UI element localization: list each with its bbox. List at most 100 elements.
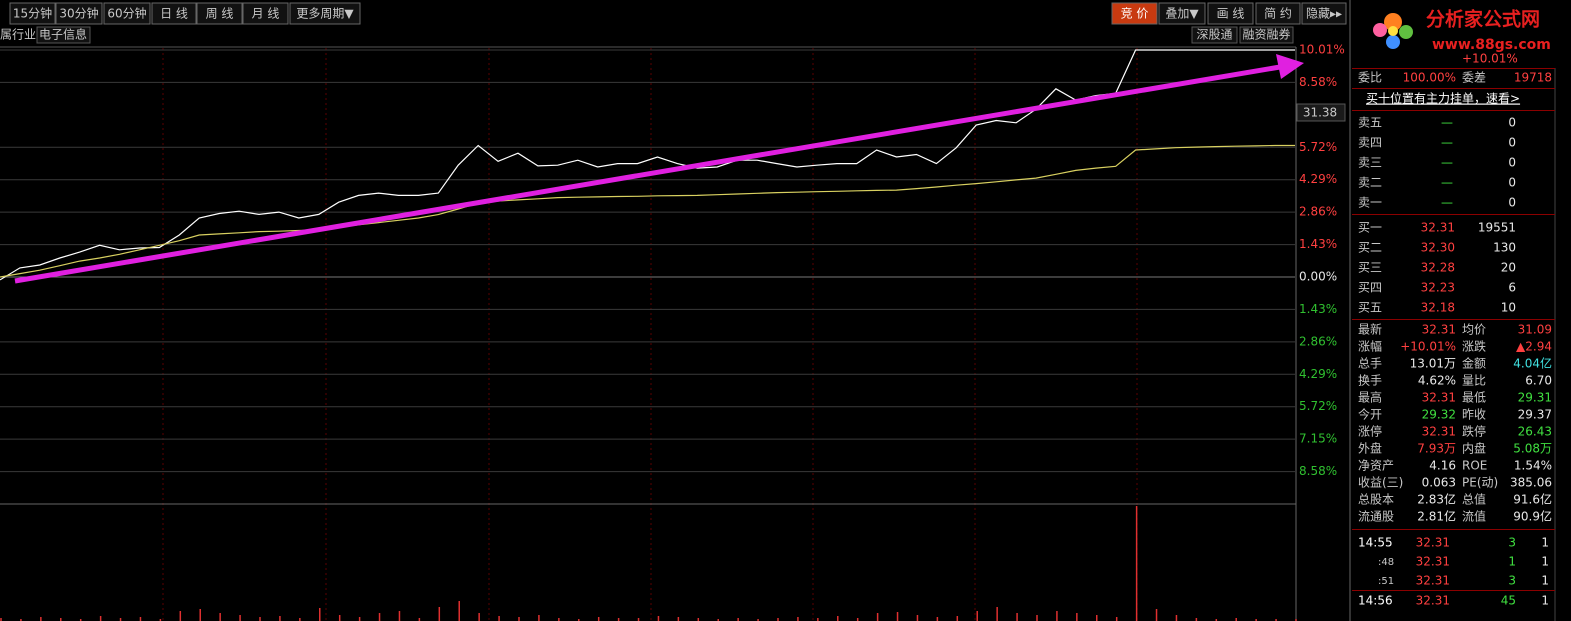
- tool-button[interactable]: [1207, 2, 1254, 25]
- y-tick-label: 8.58%: [1299, 464, 1337, 478]
- stat-label: 换手: [1358, 374, 1382, 388]
- bid-price: 32.18: [1421, 301, 1455, 315]
- logo-name: 分析家公式网: [1426, 8, 1540, 31]
- stat-label: 均价: [1462, 323, 1486, 337]
- y-tick-label: 8.58%: [1299, 75, 1337, 89]
- stat-label: 总手: [1358, 357, 1382, 371]
- y-tick-label: 0.00%: [1299, 270, 1337, 284]
- stat-value: 7.93万: [1417, 442, 1456, 456]
- period-button[interactable]: [151, 2, 197, 25]
- stat-label: 昨收: [1462, 408, 1486, 422]
- bid-label: 买二: [1358, 241, 1382, 255]
- stat-label: 最新: [1358, 322, 1382, 337]
- y-tick-label: 4.29%: [1299, 367, 1337, 381]
- ask-volume: 0: [1508, 176, 1516, 190]
- logo-icon: [1373, 13, 1413, 49]
- separator: [1352, 214, 1555, 215]
- bid-price: 32.28: [1421, 261, 1455, 275]
- bid-volume: 20: [1501, 261, 1516, 275]
- separator: [1352, 88, 1555, 89]
- ask-price: —: [1441, 156, 1453, 170]
- separator: [1352, 529, 1555, 530]
- stat-value: 4.16: [1429, 459, 1456, 473]
- stat-label: PE(动): [1462, 476, 1498, 490]
- stat-value: ▲2.94: [1516, 340, 1552, 354]
- stat-label: 金额: [1462, 356, 1486, 371]
- trade-count: 1: [1541, 574, 1549, 588]
- trade-volume: 3: [1508, 536, 1516, 550]
- change-pct: +10.01%: [1462, 52, 1518, 66]
- trade-time: 14:56: [1358, 594, 1393, 608]
- tool-label: 简 约: [1264, 6, 1292, 21]
- bid-label: 买五: [1358, 301, 1382, 315]
- trade-price: 32.31: [1416, 555, 1450, 569]
- tool-button[interactable]: [1111, 2, 1158, 25]
- chart: 10.01% 8.58% 5.72% 4.29% 2.86% 1.43% 0.00% 1.43…: [0, 43, 1346, 621]
- ask-label: 卖二: [1358, 176, 1382, 190]
- separator: [1352, 68, 1555, 69]
- stat-label: 总值: [1462, 492, 1486, 507]
- logo-url: www.88gs.com: [1432, 37, 1551, 53]
- ask-label: 卖一: [1358, 196, 1382, 210]
- y-tick-label: 1.43%: [1299, 237, 1337, 251]
- period-label: 60分钟: [107, 6, 146, 21]
- bid-label: 买三: [1358, 261, 1382, 275]
- stat-value: 91.6亿: [1513, 492, 1552, 507]
- tool-label: 隐藏▸▸: [1306, 7, 1342, 21]
- tool-button[interactable]: [1255, 2, 1301, 25]
- bid-price: 32.30: [1421, 241, 1455, 255]
- diff-label: 委差: [1462, 71, 1486, 85]
- y-tick-label: 1.43%: [1299, 302, 1337, 316]
- stat-label: 流值: [1462, 509, 1486, 524]
- stat-value: 5.08万: [1513, 442, 1552, 456]
- price-line: [0, 144, 1295, 278]
- period-label: 月 线: [252, 7, 280, 21]
- notice-link[interactable]: 买十位置有主力挂单，速看>: [1366, 91, 1520, 106]
- stat-label: 最高: [1358, 390, 1382, 405]
- y-tick-label: 7.15%: [1299, 432, 1337, 446]
- ask-volume: 0: [1508, 196, 1516, 210]
- tag: 融资融券: [1242, 27, 1290, 42]
- stat-value: 29.31: [1518, 391, 1552, 405]
- stat-value: 31.09: [1518, 323, 1552, 337]
- ask-label: 卖四: [1358, 136, 1382, 150]
- tool-label: 叠加▼: [1165, 7, 1199, 21]
- period-button[interactable]: [9, 2, 56, 25]
- period-button[interactable]: [103, 2, 151, 25]
- ask-volume: 0: [1508, 116, 1516, 130]
- separator: [1352, 319, 1555, 320]
- diff-value: 19718: [1514, 71, 1552, 85]
- period-button[interactable]: [289, 2, 361, 25]
- trade-count: 1: [1541, 594, 1549, 608]
- tool-button[interactable]: [1301, 2, 1347, 25]
- stat-value: 32.31: [1422, 425, 1456, 439]
- stat-value: 32.31: [1422, 323, 1456, 337]
- stat-label: 流通股: [1358, 510, 1394, 524]
- stat-label: 内盘: [1462, 441, 1486, 456]
- stat-value: 385.06: [1510, 476, 1552, 490]
- separator: [1352, 590, 1555, 591]
- period-button[interactable]: [242, 2, 289, 25]
- stat-value: 29.37: [1518, 408, 1552, 422]
- stat-value: 26.43: [1518, 425, 1552, 439]
- period-button[interactable]: [55, 2, 103, 25]
- tool-button[interactable]: [1158, 2, 1206, 25]
- ratio-label: 委比: [1358, 71, 1382, 85]
- industry: 电子信息: [39, 27, 87, 42]
- stat-label: 收益(三): [1358, 476, 1403, 490]
- tag: 深股通: [1196, 28, 1232, 42]
- stat-label: 最低: [1462, 391, 1486, 405]
- stat-label: 跌停: [1462, 424, 1486, 439]
- industry-label: 属行业:: [0, 28, 40, 42]
- stat-value: 4.04亿: [1513, 356, 1552, 371]
- y-tick-label: 2.86%: [1299, 205, 1337, 219]
- stat-value: 29.32: [1422, 408, 1456, 422]
- bid-label: 买四: [1358, 281, 1382, 295]
- y-tick-label: 4.29%: [1299, 172, 1337, 186]
- period-button[interactable]: [196, 2, 243, 25]
- stat-value: 32.31: [1422, 391, 1456, 405]
- ask-price: —: [1441, 136, 1453, 150]
- trade-volume: 45: [1501, 594, 1516, 608]
